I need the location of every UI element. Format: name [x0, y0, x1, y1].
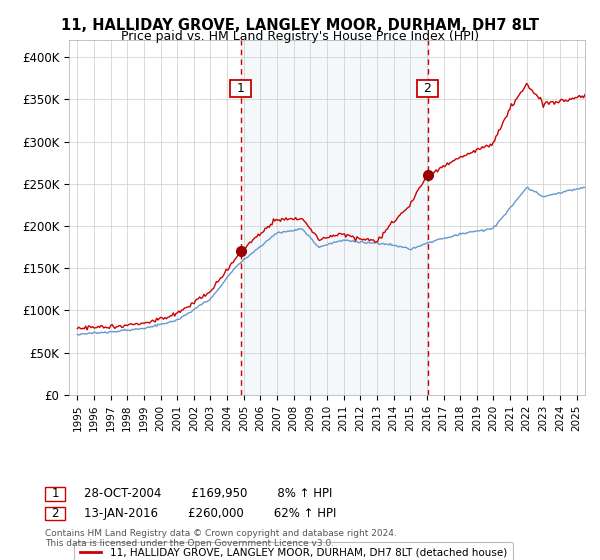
- Legend: 11, HALLIDAY GROVE, LANGLEY MOOR, DURHAM, DH7 8LT (detached house), HPI: Average: 11, HALLIDAY GROVE, LANGLEY MOOR, DURHAM…: [74, 542, 513, 560]
- Text: 28-OCT-2004        £169,950        8% ↑ HPI: 28-OCT-2004 £169,950 8% ↑ HPI: [84, 487, 332, 501]
- Text: Price paid vs. HM Land Registry's House Price Index (HPI): Price paid vs. HM Land Registry's House …: [121, 30, 479, 43]
- Text: Contains HM Land Registry data © Crown copyright and database right 2024.: Contains HM Land Registry data © Crown c…: [45, 529, 397, 538]
- Text: 1: 1: [237, 82, 245, 95]
- Text: 11, HALLIDAY GROVE, LANGLEY MOOR, DURHAM, DH7 8LT: 11, HALLIDAY GROVE, LANGLEY MOOR, DURHAM…: [61, 18, 539, 33]
- Text: 2: 2: [424, 82, 431, 95]
- Text: 2: 2: [52, 507, 59, 520]
- Text: This data is licensed under the Open Government Licence v3.0.: This data is licensed under the Open Gov…: [45, 539, 334, 548]
- Text: 13-JAN-2016        £260,000        62% ↑ HPI: 13-JAN-2016 £260,000 62% ↑ HPI: [84, 507, 337, 520]
- Text: 1: 1: [52, 487, 59, 501]
- Bar: [241, 40, 428, 395]
